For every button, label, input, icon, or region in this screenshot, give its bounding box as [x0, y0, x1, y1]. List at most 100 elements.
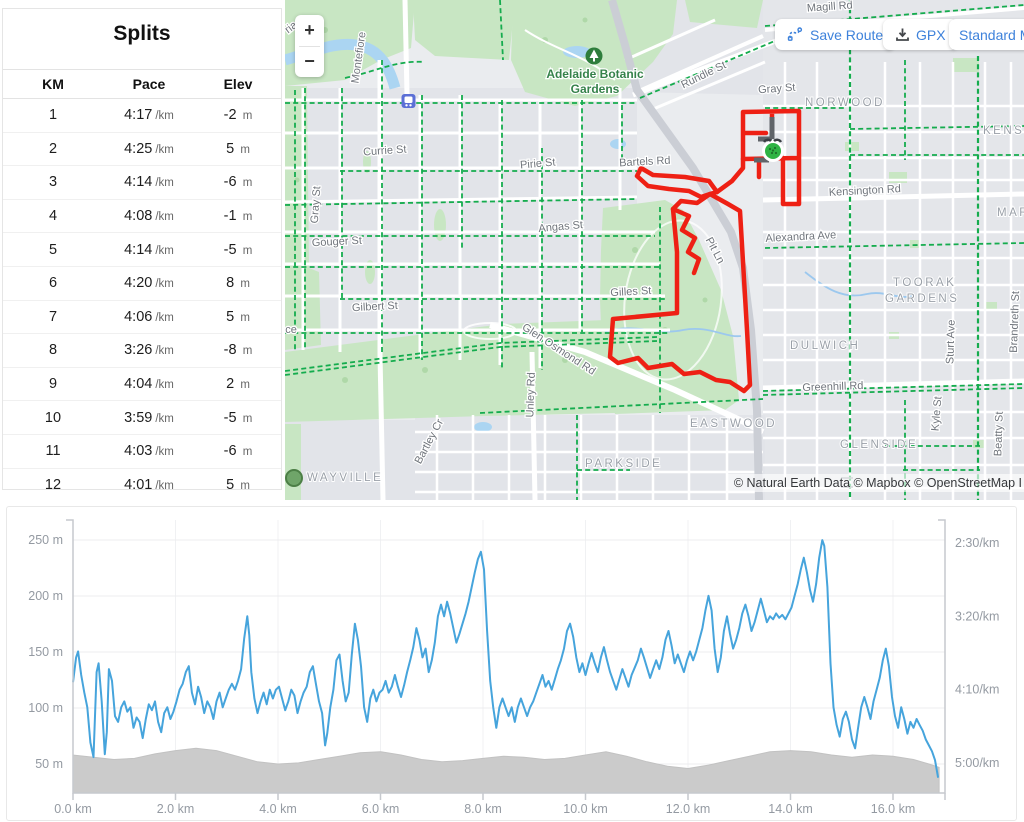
map-label: GARDENS	[885, 293, 959, 305]
elev-unit: m	[239, 345, 253, 358]
split-elev: 5 m	[226, 476, 250, 493]
split-km: 8	[48, 342, 58, 359]
split-km: 1	[48, 107, 58, 124]
left-axis-label: 150 m	[28, 645, 63, 659]
elev-unit: m	[239, 446, 253, 459]
split-km: 3	[48, 174, 58, 191]
pace-unit: /km	[155, 345, 174, 358]
map-label: Gray St	[309, 186, 324, 224]
map-zoom-control: + −	[295, 15, 324, 77]
start-marker-dot	[770, 151, 774, 155]
marker-arc-right	[773, 138, 783, 143]
map-label: NORWOOD	[805, 97, 885, 109]
split-pace: 4:14/km	[124, 174, 174, 191]
split-km: 9	[48, 376, 58, 393]
split-pace: 4:20/km	[124, 275, 174, 292]
split-km: 2	[48, 140, 58, 157]
route-map[interactable]: Magill Rd ria Montefiore Rundle St Gray St Cu…	[285, 0, 1024, 500]
elev-unit: m	[239, 412, 253, 425]
map-style-label: Standard M	[959, 26, 1024, 43]
split-pace: 4:06/km	[124, 308, 174, 325]
map-label: Bartels Rd	[619, 155, 671, 170]
split-pace: 4:03/km	[124, 443, 174, 460]
pace-unit: /km	[155, 177, 174, 190]
pace-unit: /km	[155, 110, 174, 123]
map-label: Adelaide Botanic	[546, 67, 644, 81]
map-label: Gardens	[571, 82, 620, 96]
botanic-gardens-icon	[585, 47, 603, 65]
split-elev: 8 m	[226, 275, 250, 292]
map-label: ce	[285, 324, 297, 336]
table-row: 2 4:25/km 5 m	[3, 131, 281, 166]
map-label: WAYVILLE	[307, 472, 383, 484]
zoom-in-button[interactable]: +	[304, 19, 315, 40]
route-path	[714, 156, 746, 195]
pace-unit: /km	[155, 412, 174, 425]
split-km: 11	[45, 443, 61, 460]
split-elev: -5 m	[223, 241, 253, 258]
map-label: Kyle St	[930, 396, 945, 432]
x-axis-label: 10.0 km	[563, 802, 607, 816]
column-header-pace: Pace	[132, 76, 166, 92]
zoom-out-button[interactable]: −	[304, 51, 315, 72]
x-axis-label: 8.0 km	[464, 802, 502, 816]
right-axis-label: 5:00/km	[955, 756, 999, 770]
split-km: 5	[48, 241, 58, 258]
map-label: Brandreth St	[1008, 291, 1022, 353]
split-elev: 2 m	[226, 376, 250, 393]
pace-unit: /km	[155, 446, 174, 459]
map-label: DULWICH	[790, 340, 860, 352]
right-axis-label: 4:10/km	[955, 683, 999, 697]
elev-unit: m	[237, 479, 250, 492]
elev-unit: m	[237, 379, 250, 392]
table-row: 1 4:17/km -2 m	[3, 99, 281, 132]
axis-frame	[66, 519, 946, 794]
map-style-button[interactable]: Standard M	[949, 19, 1024, 50]
map-label: Sturt Ave	[944, 319, 958, 364]
column-header-km: KM	[42, 76, 64, 92]
split-elev: 5 m	[226, 140, 250, 157]
map-label: MARRY	[997, 207, 1024, 219]
map-label: Beatty St	[992, 411, 1006, 456]
split-elev: -6 m	[223, 443, 253, 460]
map-attribution[interactable]: © Natural Earth Data © Mapbox © OpenStre…	[727, 474, 1024, 492]
split-elev: -6 m	[223, 174, 253, 191]
left-axis-label: 50 m	[35, 757, 63, 771]
save-route-button[interactable]: Save Route	[775, 19, 896, 50]
elev-unit: m	[239, 177, 253, 190]
split-pace: 4:14/km	[124, 241, 174, 258]
gpx-button[interactable]: GPX	[883, 19, 958, 50]
table-row: 4 4:08/km -1 m	[3, 198, 281, 233]
split-km: 12	[44, 476, 62, 493]
table-row: 5 4:14/km -5 m	[3, 232, 281, 266]
left-axis-label: 200 m	[28, 589, 63, 603]
map-label: PARKSIDE	[585, 458, 662, 470]
map-label: TOORAK	[893, 277, 956, 289]
elev-unit: m	[237, 278, 250, 291]
map-label: Gilbert St	[352, 300, 398, 314]
map-streets	[285, 0, 1024, 500]
map-label: Greenhill Rd	[802, 380, 864, 394]
marker-arc-left	[762, 138, 772, 143]
map-label: GLENSIDE	[840, 439, 918, 451]
start-marker-dot	[774, 151, 778, 155]
right-axis-label: 2:30/km	[955, 536, 999, 550]
map-label: Kensington Rd	[828, 183, 901, 199]
map-label: Gouger St	[311, 235, 362, 250]
pace-unit: /km	[155, 278, 174, 291]
table-row: 10 3:59/km -5 m	[3, 400, 281, 434]
map-label: Unley Rd	[524, 372, 538, 418]
x-axis-label: 2.0 km	[157, 802, 195, 816]
x-axis-label: 6.0 km	[362, 802, 400, 816]
split-km: 7	[48, 308, 58, 325]
elevation-pace-chart[interactable]: 250 m 200 m 150 m 100 m 50 m 2:30/km 3:20/km 4:…	[0, 500, 1024, 822]
major-road	[608, 0, 763, 500]
x-axis-label: 14.0 km	[768, 802, 812, 816]
pace-line	[72, 539, 940, 778]
map-label: Gray St	[758, 82, 796, 97]
route-path	[670, 206, 702, 276]
split-pace: 3:59/km	[124, 409, 174, 426]
download-icon	[895, 27, 910, 42]
x-axis-label: 12.0 km	[666, 802, 710, 816]
